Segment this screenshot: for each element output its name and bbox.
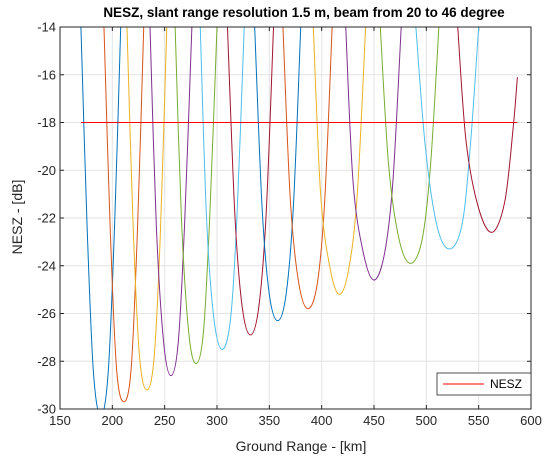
- x-tick-label: 500: [415, 413, 437, 428]
- y-tick-label: -24: [37, 258, 56, 273]
- beam-line-10: [312, 27, 367, 295]
- series-group: [80, 27, 518, 409]
- x-tick-label: 450: [363, 413, 385, 428]
- y-tick-label: -26: [37, 306, 56, 321]
- legend-label-nesz: NESZ: [490, 377, 522, 391]
- x-tick-label: 150: [49, 413, 71, 428]
- x-tick-label: 200: [101, 413, 123, 428]
- beam-line-12: [379, 27, 440, 264]
- y-tick-label: -20: [37, 163, 56, 178]
- y-tick-label: -16: [37, 67, 56, 82]
- beam-line-13: [415, 27, 480, 250]
- beam-line-5: [174, 27, 218, 365]
- beam-line-8: [254, 27, 302, 322]
- x-tick-label: 400: [311, 413, 333, 428]
- x-tick-label: 300: [206, 413, 228, 428]
- beam-line-3: [126, 27, 168, 391]
- y-axis-label: NESZ - [dB]: [9, 180, 25, 255]
- beam-line-1: [80, 27, 122, 409]
- y-tick-label: -18: [37, 115, 56, 130]
- y-tick-label: -28: [37, 354, 56, 369]
- y-tick-label: -14: [37, 20, 56, 35]
- x-tick-labels: 150 200 250 300 350 400 450 500 550 600: [49, 413, 542, 428]
- chart-title: NESZ, slant range resolution 1.5 m, beam…: [103, 5, 505, 20]
- x-tick-label: 350: [258, 413, 280, 428]
- x-tick-label: 600: [520, 413, 542, 428]
- x-axis-label: Ground Range - [km]: [236, 438, 367, 454]
- beam-line-6: [199, 27, 245, 350]
- y-tick-labels: -30 -28 -26 -24 -22 -20 -18 -16 -14: [37, 20, 56, 417]
- y-tick-label: -30: [37, 402, 56, 417]
- beam-line-4: [149, 27, 193, 377]
- beam-line-11: [345, 27, 402, 281]
- beam-line-14: [457, 27, 518, 233]
- legend: NESZ: [436, 372, 532, 396]
- y-tick-label: -22: [37, 211, 56, 226]
- x-tick-label: 550: [468, 413, 490, 428]
- beam-line-9: [282, 27, 333, 310]
- plot-border: [59, 26, 532, 410]
- beam-line-2: [103, 27, 145, 403]
- beam-line-7: [226, 27, 275, 336]
- x-tick-label: 250: [154, 413, 176, 428]
